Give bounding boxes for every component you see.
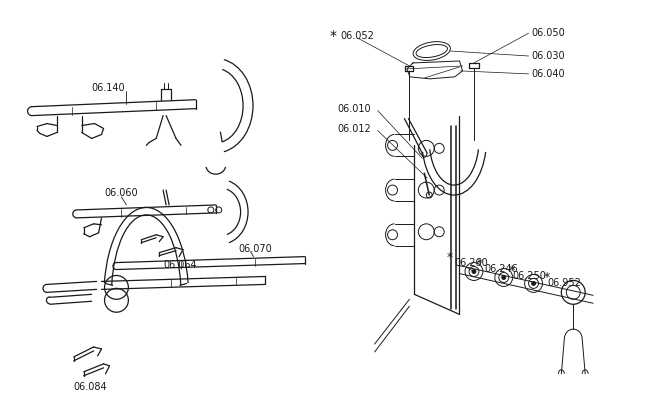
Text: 06.052: 06.052 (340, 31, 374, 41)
Text: *: * (330, 29, 337, 43)
Text: 06.246: 06.246 (484, 264, 518, 274)
Text: 06.050: 06.050 (532, 28, 565, 38)
Text: 06.010: 06.010 (337, 104, 370, 114)
Circle shape (532, 282, 536, 286)
Circle shape (472, 270, 476, 274)
Text: *: * (508, 264, 515, 277)
Circle shape (502, 276, 506, 280)
Text: 06.030: 06.030 (532, 51, 565, 61)
Text: 06.070: 06.070 (239, 244, 272, 254)
Text: 06.060: 06.060 (105, 188, 138, 198)
Text: 06.952: 06.952 (547, 278, 581, 288)
Text: 06.084: 06.084 (74, 382, 107, 392)
Text: 06.250: 06.250 (513, 272, 547, 282)
Text: 06.064: 06.064 (163, 260, 197, 270)
Text: *: * (544, 271, 549, 284)
Text: 06.140: 06.140 (92, 83, 125, 93)
Text: *: * (477, 257, 483, 270)
Text: *: * (447, 251, 453, 264)
Text: 06.260: 06.260 (454, 258, 488, 268)
Text: 06.040: 06.040 (532, 69, 565, 79)
Text: 06.012: 06.012 (337, 124, 370, 134)
